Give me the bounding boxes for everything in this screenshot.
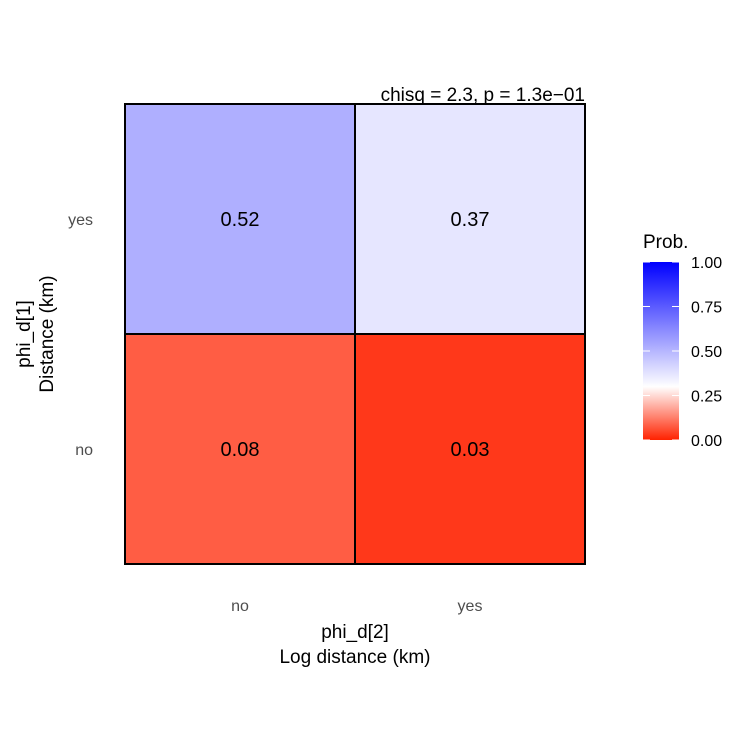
y-axis-ticks: no yes	[68, 212, 93, 459]
heatmap-cell-yes-no	[354, 333, 586, 565]
legend-tick-label: 0.50	[691, 344, 722, 361]
x-tick-label: yes	[458, 598, 483, 615]
y-axis-title-line-2: Distance (km)	[37, 275, 58, 392]
legend-ticks: 1.00 0.75 0.50 0.25 0.00	[643, 255, 722, 450]
heatmap-cell-no-yes	[124, 103, 356, 335]
cell-value-label: 0.08	[221, 439, 260, 461]
cell-value-label: 0.37	[451, 209, 490, 231]
heatmap-cells: 0.52 0.37 0.08 0.03	[124, 103, 586, 565]
legend-title: Prob.	[643, 232, 688, 253]
y-tick-label: no	[75, 442, 93, 459]
cell-value-label: 0.03	[451, 439, 490, 461]
color-legend: Prob. 1.00 0.75 0.50 0.25 0.00	[643, 232, 722, 450]
x-axis-title-line-2: Log distance (km)	[279, 647, 430, 668]
x-axis-title-line-1: phi_d[2]	[321, 622, 389, 643]
cell-value-label: 0.52	[221, 209, 260, 231]
y-axis-title-line-1: phi_d[1]	[14, 300, 35, 368]
legend-tick-label: 0.75	[691, 300, 722, 317]
x-axis-ticks: no yes	[231, 598, 482, 615]
chart-subtitle: chisq = 2.3, p = 1.3e−01	[381, 85, 585, 106]
heatmap-cell-no-no	[124, 333, 356, 565]
heatmap-cell-yes-yes	[354, 103, 586, 335]
legend-tick-label: 1.00	[691, 255, 722, 272]
legend-tick-label: 0.00	[691, 433, 722, 450]
x-tick-label: no	[231, 598, 249, 615]
legend-tick-label: 0.25	[691, 389, 722, 406]
y-tick-label: yes	[68, 212, 93, 229]
